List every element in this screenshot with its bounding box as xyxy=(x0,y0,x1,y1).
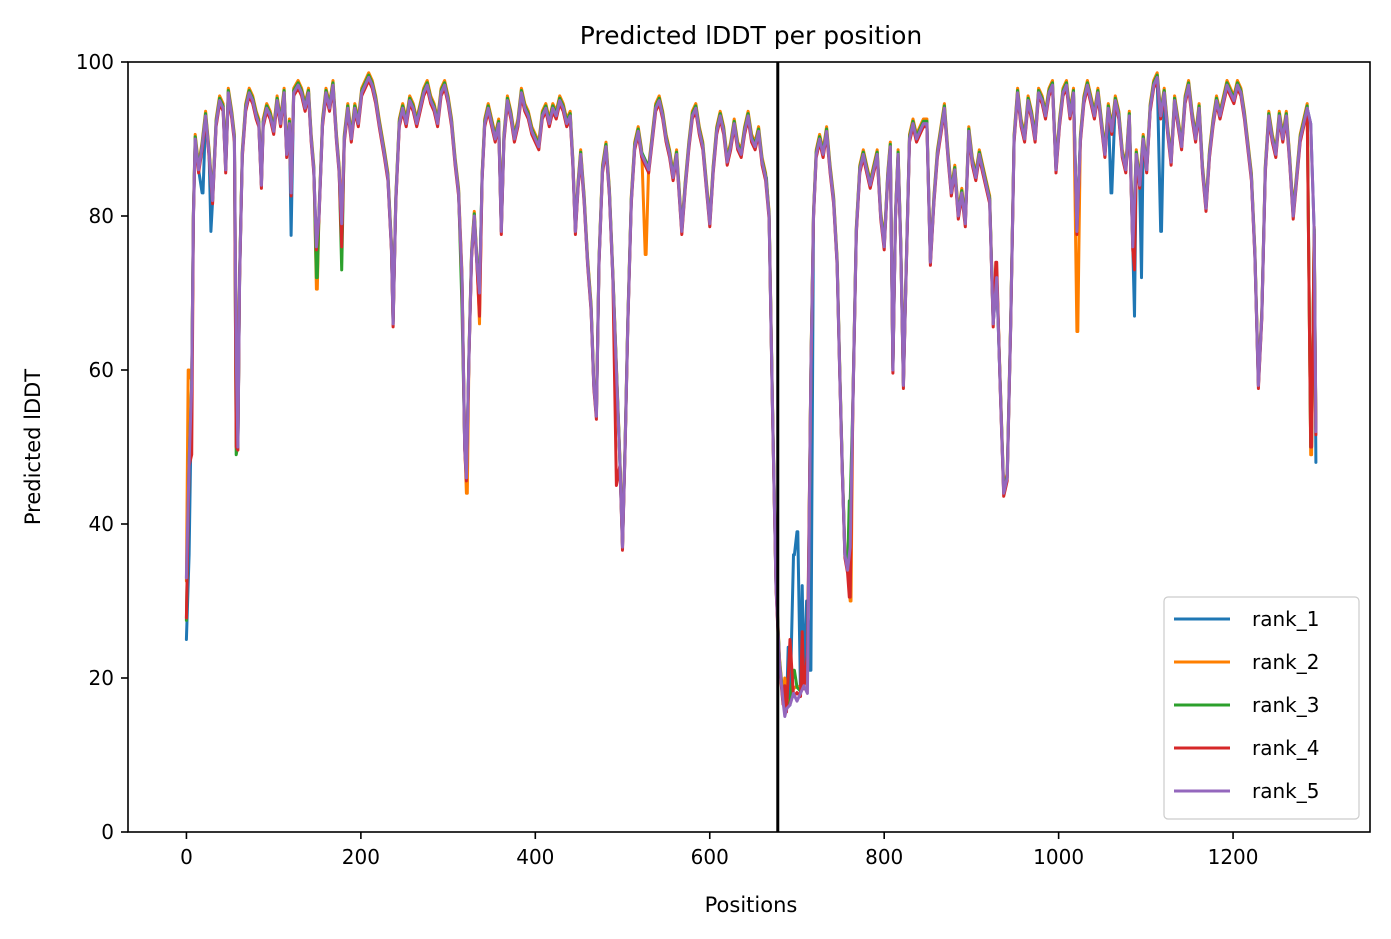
y-tick-label: 60 xyxy=(89,358,114,382)
series-layer xyxy=(184,71,1318,718)
x-tick-label: 600 xyxy=(691,845,729,869)
y-tick-label: 40 xyxy=(89,512,114,536)
y-tick-label: 20 xyxy=(89,666,114,690)
x-tick-label: 1000 xyxy=(1033,845,1084,869)
y-axis-ticks: 0 20 40 60 80 100 xyxy=(76,50,128,844)
x-axis-ticks: 0 200 400 600 800 1000 1200 xyxy=(180,832,1259,869)
x-tick-label: 0 xyxy=(180,845,193,869)
x-tick-label: 400 xyxy=(516,845,554,869)
legend-label-rank-4: rank_4 xyxy=(1252,736,1319,760)
x-tick-label: 200 xyxy=(342,845,380,869)
y-tick-label: 0 xyxy=(101,820,114,844)
y-tick-label: 80 xyxy=(89,204,114,228)
y-tick-label: 100 xyxy=(76,50,114,74)
x-tick-label: 1200 xyxy=(1208,845,1259,869)
x-tick-label: 800 xyxy=(865,845,903,869)
series-line-rank-5 xyxy=(184,75,1318,718)
legend: rank_1 rank_2 rank_3 rank_4 rank_5 xyxy=(1163,596,1360,820)
legend-label-rank-2: rank_2 xyxy=(1252,650,1319,674)
legend-label-rank-5: rank_5 xyxy=(1252,779,1319,803)
legend-label-rank-1: rank_1 xyxy=(1252,607,1319,631)
plot-area-frame xyxy=(127,61,1371,833)
chart-title: Predicted lDDT per position xyxy=(580,21,922,50)
y-axis-title: Predicted lDDT xyxy=(21,369,45,525)
legend-box xyxy=(1163,596,1360,820)
x-axis-title: Positions xyxy=(705,893,798,917)
legend-label-rank-3: rank_3 xyxy=(1252,693,1319,717)
